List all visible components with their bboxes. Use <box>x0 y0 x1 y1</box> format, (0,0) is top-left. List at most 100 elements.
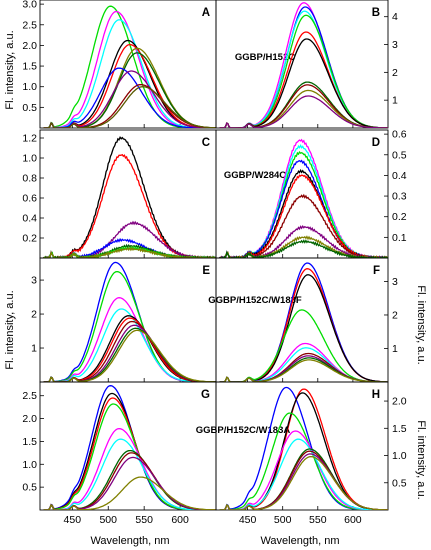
y-tick-label: 0.6 <box>392 129 407 141</box>
y-tick-label: 2 <box>31 309 37 321</box>
series-line-5 <box>218 168 388 258</box>
y-tick-label: 1.5 <box>22 436 37 448</box>
y-tick-label: 2.0 <box>22 40 37 52</box>
y-tick-label: 2.0 <box>392 396 407 408</box>
series-group <box>43 261 216 382</box>
panel-label: G <box>201 389 210 401</box>
x-tick-label: 550 <box>135 514 153 526</box>
series-line-3 <box>43 297 216 382</box>
y-tick-label: 2 <box>392 309 398 321</box>
y-tick-label: 1 <box>392 343 398 355</box>
plot-frame <box>215 257 389 383</box>
series-line-10 <box>219 359 388 382</box>
y-axis-label-right-1: Fl. intensity, a.u. <box>415 285 427 364</box>
panel-annotation: GGBP/H152C <box>235 52 295 63</box>
y-tick-label: 1.2 <box>22 133 37 145</box>
panel-b: 1 2 3 4B <box>215 0 398 129</box>
series-line-1 <box>43 5 216 128</box>
panel-g: 450 500 550 600 0.5 1.0 1.5 2.0 2.5 G GGBP/H152C/W… <box>22 381 291 526</box>
series-line-1 <box>219 2 388 128</box>
panel-label: D <box>372 137 380 149</box>
x-tick-label: 600 <box>171 514 189 526</box>
series-line-1 <box>219 386 388 510</box>
series-line-3 <box>219 10 388 128</box>
series-line-6 <box>219 174 388 258</box>
plot-frame <box>215 381 389 511</box>
plot-frame <box>39 129 217 259</box>
series-line-6 <box>219 438 388 510</box>
series-line-4 <box>43 403 216 510</box>
y-tick-label: 1 <box>31 343 37 355</box>
panels-group: 0.5 1.0 1.5 2.0 2.5 3.0 A GGBP/H152C 1 2 3 4B 0.2 0.4… <box>22 0 407 526</box>
series-line-2 <box>43 153 216 258</box>
series-line-5 <box>219 430 388 510</box>
y-tick-label: 0.5 <box>392 149 407 161</box>
y-tick-label: 1.0 <box>22 153 37 165</box>
x-axis-label-right: Wavelength, nm <box>260 535 339 547</box>
x-tick-label: 500 <box>99 514 117 526</box>
y-tick-label: 2.5 <box>22 19 37 31</box>
y-tick-label: 0.2 <box>392 211 407 223</box>
y-tick-label: 1.5 <box>22 61 37 73</box>
y-axis-label-left-2: Fl. intensity, a.u. <box>4 290 16 369</box>
plot-frame <box>39 381 217 511</box>
series-line-1 <box>43 385 216 510</box>
series-line-10 <box>219 95 388 128</box>
series-group <box>219 2 388 128</box>
y-tick-label: 0.5 <box>392 477 407 489</box>
series-line-5 <box>219 342 388 382</box>
y-tick-label: 2.5 <box>22 390 37 402</box>
series-line-9 <box>219 89 388 128</box>
series-line-2 <box>43 392 216 510</box>
panel-label: C <box>202 137 210 149</box>
panel-annotation: GGBP/W284C <box>224 170 286 181</box>
y-tick-label: 0.3 <box>392 191 407 203</box>
panel-annotation: GGBP/H152C/W183F <box>208 295 302 306</box>
series-group <box>43 5 216 128</box>
y-tick-label: 0.5 <box>22 102 37 114</box>
y-tick-label: 1.5 <box>392 423 407 435</box>
plot-frame <box>39 0 217 129</box>
x-tick-label: 500 <box>274 514 292 526</box>
panel-label: H <box>372 389 380 401</box>
panel-label: F <box>373 265 380 277</box>
series-line-8 <box>218 224 388 258</box>
panel-c: 0.2 0.4 0.6 0.8 1.0 1.2 C GGBP/W284C <box>22 129 286 259</box>
series-line-2 <box>219 6 388 128</box>
series-line-4 <box>43 308 216 382</box>
y-axis-label-left-1: Fl. intensity, a.u. <box>4 30 16 109</box>
series-line-9 <box>43 70 216 128</box>
panel-annotation: GGBP/H152C/W183A <box>196 425 291 436</box>
series-group <box>218 138 388 258</box>
x-tick-label: 600 <box>344 514 362 526</box>
y-tick-label: 3 <box>31 275 37 287</box>
panel-d: 0.1 0.2 0.3 0.4 0.5 0.6 D <box>215 129 407 259</box>
series-line-8 <box>43 67 216 128</box>
series-line-3 <box>43 397 216 510</box>
y-tick-label: 0.5 <box>22 482 37 494</box>
panel-label: E <box>202 265 210 277</box>
panel-label: B <box>372 7 380 19</box>
y-tick-label: 3 <box>392 276 398 288</box>
series-line-7 <box>43 246 216 258</box>
y-axis-label-right-2: Fl. intensity, a.u. <box>415 420 427 499</box>
series-line-6 <box>43 317 216 382</box>
series-line-10 <box>219 455 388 510</box>
series-group <box>219 262 388 382</box>
series-line-7 <box>219 81 388 128</box>
series-line-9 <box>219 357 388 382</box>
y-tick-label: 1 <box>392 95 398 107</box>
plot-frame <box>215 0 389 129</box>
y-tick-label: 2 <box>392 67 398 79</box>
series-line-2 <box>219 388 388 510</box>
x-tick-label: 450 <box>64 514 82 526</box>
series-line-3 <box>219 274 388 382</box>
x-tick-label: 450 <box>239 514 257 526</box>
series-line-11 <box>43 86 216 128</box>
y-tick-label: 4 <box>392 11 398 23</box>
series-line-5 <box>43 43 216 128</box>
series-line-3 <box>219 151 388 258</box>
panel-label: A <box>202 7 210 19</box>
panel-e: 1 2 3 E GGBP/H152C/W183F <box>31 257 302 383</box>
series-line-10 <box>219 239 388 258</box>
